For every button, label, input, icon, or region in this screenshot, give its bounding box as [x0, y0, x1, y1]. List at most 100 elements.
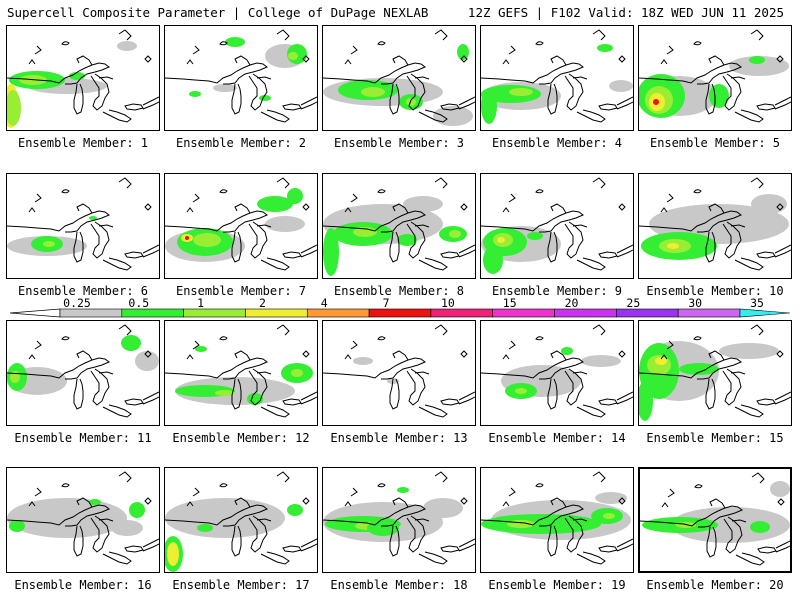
ensemble-member-label-8: Ensemble Member: 8 — [333, 284, 465, 298]
colorbar-tick-label: 2 — [258, 296, 266, 310]
scp-contour-14-2 — [515, 388, 527, 394]
ensemble-member-label-4: Ensemble Member: 4 — [491, 136, 623, 150]
ensemble-member-panel-7[interactable] — [164, 173, 318, 279]
great-lakes-outline — [7, 324, 159, 418]
ensemble-member-label-17: Ensemble Member: 17 — [172, 578, 310, 592]
great-lakes-outline — [640, 472, 790, 566]
ensemble-member-panel-13[interactable] — [322, 320, 476, 426]
member-map-15 — [639, 324, 791, 421]
scp-contour-7-7 — [265, 216, 305, 232]
scp-contour-7-6 — [287, 188, 303, 204]
valid-time-label: 12Z GEFS | F102 Valid: 18Z WED JUN 11 20… — [467, 5, 784, 20]
ensemble-member-label-1: Ensemble Member: 1 — [17, 136, 149, 150]
ensemble-member-panel-11[interactable] — [6, 320, 160, 426]
scp-contour-9-4 — [483, 246, 503, 274]
scp-contour-17-3 — [197, 524, 213, 532]
member-map-20 — [640, 472, 790, 566]
scp-contour-18-5 — [397, 487, 409, 493]
scp-contour-14-3 — [561, 347, 573, 355]
member-map-18 — [323, 471, 475, 565]
ensemble-member-panel-10[interactable] — [638, 173, 792, 279]
great-lakes-outline — [639, 177, 791, 271]
ensemble-member-panel-15[interactable] — [638, 320, 792, 426]
colorbar-tick-label: 25 — [626, 296, 641, 310]
scp-contour-6-3 — [89, 216, 97, 220]
great-lakes-outline — [481, 471, 633, 565]
member-map-7 — [165, 177, 317, 271]
scp-contour-12-2 — [215, 390, 235, 396]
scp-contour-3-4 — [406, 98, 416, 106]
great-lakes-outline — [639, 29, 791, 123]
ensemble-member-panel-20[interactable] — [638, 467, 792, 573]
scp-contour-11-4 — [135, 351, 159, 371]
ensemble-member-panel-14[interactable] — [480, 320, 634, 426]
scp-contour-2-3 — [225, 37, 245, 47]
ensemble-member-panel-2[interactable] — [164, 25, 318, 131]
great-lakes-outline — [481, 177, 633, 271]
scp-contour-18-6 — [423, 498, 463, 518]
scp-contour-3-6 — [433, 106, 473, 126]
ensemble-member-panel-9[interactable] — [480, 173, 634, 279]
ensemble-member-label-5: Ensemble Member: 5 — [649, 136, 781, 150]
ensemble-member-panel-16[interactable] — [6, 467, 160, 573]
scp-contour-16-1 — [9, 520, 25, 532]
scp-contour-6-2 — [43, 241, 55, 247]
member-map-12 — [165, 324, 317, 418]
member-map-1 — [7, 29, 159, 128]
great-lakes-outline — [639, 324, 791, 418]
scp-contour-7-2 — [193, 233, 221, 247]
great-lakes-outline — [323, 471, 475, 565]
scp-contour-8-7 — [403, 196, 443, 212]
great-lakes-outline — [481, 324, 633, 418]
member-map-2 — [165, 29, 317, 123]
great-lakes-outline — [323, 324, 475, 418]
ensemble-member-panel-5[interactable] — [638, 25, 792, 131]
ensemble-member-panel-17[interactable] — [164, 467, 318, 573]
scp-contour-4-2 — [509, 88, 533, 96]
colorbar-left-arrow — [10, 308, 61, 318]
ensemble-member-label-11: Ensemble Member: 11 — [14, 431, 152, 445]
colorbar-tick-label: 35 — [750, 296, 764, 310]
colorbar-segment-0 — [59, 308, 123, 318]
scp-contour-18-4 — [367, 520, 399, 536]
ensemble-member-panel-12[interactable] — [164, 320, 318, 426]
scp-contour-17-4 — [287, 504, 303, 516]
colorbar-segment-4 — [306, 308, 370, 318]
scp-contour-10-4 — [751, 194, 787, 214]
ensemble-member-label-13: Ensemble Member: 13 — [330, 431, 468, 445]
great-lakes-outline — [7, 177, 159, 271]
colorbar-segment-7 — [492, 308, 555, 318]
great-lakes-outline — [323, 29, 475, 123]
ensemble-member-panel-3[interactable] — [322, 25, 476, 131]
colorbar-segment-9 — [616, 308, 679, 318]
ensemble-member-label-18: Ensemble Member: 18 — [330, 578, 468, 592]
scp-contour-2-2 — [288, 52, 298, 60]
ensemble-member-panel-1[interactable] — [6, 25, 160, 131]
ensemble-member-label-19: Ensemble Member: 19 — [488, 578, 626, 592]
scp-contour-15-4 — [639, 381, 653, 421]
great-lakes-outline — [165, 471, 317, 565]
scp-contour-16-4 — [111, 520, 143, 536]
ensemble-member-panel-6[interactable] — [6, 173, 160, 279]
ensemble-member-panel-4[interactable] — [480, 25, 634, 131]
colorbar-tick-label: 20 — [564, 296, 579, 310]
colorbar-tick-label: 0.5 — [128, 296, 150, 310]
ensemble-member-panel-18[interactable] — [322, 467, 476, 573]
scp-contour-11-3 — [121, 335, 141, 351]
scp-contour-17-2 — [167, 542, 179, 566]
scp-contour-12-6 — [195, 346, 207, 352]
great-lakes-outline — [165, 324, 317, 418]
scp-contour-2-5 — [213, 84, 237, 92]
scp-contour-16-3 — [129, 502, 145, 518]
ensemble-member-panel-19[interactable] — [480, 467, 634, 573]
colorbar-tick-label: 15 — [502, 296, 517, 310]
ensemble-member-panel-8[interactable] — [322, 173, 476, 279]
colorbar-segment-10 — [677, 308, 741, 318]
scp-contour-4-3 — [481, 88, 497, 124]
scp-contour-15-5 — [679, 363, 719, 375]
colorbar-tick-label: 0.25 — [63, 296, 91, 310]
member-map-10 — [639, 177, 791, 271]
ensemble-member-label-6: Ensemble Member: 6 — [17, 284, 149, 298]
scp-contour-1-6 — [117, 41, 137, 51]
ensemble-member-label-15: Ensemble Member: 15 — [646, 431, 784, 445]
